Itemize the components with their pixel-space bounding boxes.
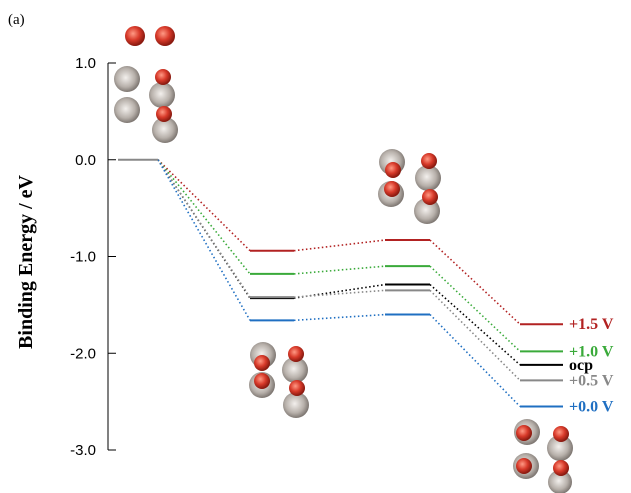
connector-line <box>157 159 251 298</box>
oxygen-atom <box>156 106 172 122</box>
atomic-structures <box>114 26 573 493</box>
series-label: +0.5 V <box>569 372 614 389</box>
series-label: ocp <box>569 357 593 374</box>
connector-line <box>157 159 251 321</box>
oxygen-atom <box>254 355 270 371</box>
metal-atom <box>415 165 441 191</box>
connector-line <box>293 239 386 252</box>
connector-lines <box>157 159 521 408</box>
metal-atom <box>282 357 308 383</box>
panel-label: (a) <box>8 12 25 28</box>
connector-line <box>429 283 521 366</box>
oxygen-atom <box>553 460 569 476</box>
connector-line <box>293 283 386 299</box>
energy-levels <box>118 158 563 408</box>
series-label: +1.0 V <box>569 343 614 360</box>
series-label: +0.0 V <box>569 398 614 415</box>
connector-line <box>429 313 521 408</box>
y-tick-label: 0.0 <box>75 152 96 169</box>
oxygen-atom <box>553 426 569 442</box>
metal-atom <box>114 97 140 123</box>
metal-atom <box>548 470 572 493</box>
metal-atom <box>414 198 440 224</box>
oxygen-atom <box>125 26 145 46</box>
connector-line <box>429 289 521 381</box>
metal-atom <box>152 117 178 143</box>
connector-line <box>157 159 251 252</box>
connector-line <box>429 265 521 352</box>
oxygen-atom <box>254 373 270 389</box>
connector-line <box>157 159 251 275</box>
oxygen-atom <box>516 425 532 441</box>
oxygen-atom <box>516 458 532 474</box>
metal-atom <box>547 435 573 461</box>
metal-atom <box>283 392 309 418</box>
connector-line <box>293 313 386 322</box>
y-axis-label: Binding Energy / eV <box>15 174 37 348</box>
oxygen-atom <box>289 380 305 396</box>
connector-line <box>293 289 386 298</box>
metal-atom <box>114 66 140 92</box>
oxygen-atom <box>155 26 175 46</box>
y-tick-label: -2.0 <box>70 345 96 362</box>
oxygen-atom <box>385 162 401 178</box>
connector-line <box>429 239 521 325</box>
y-axis: 1.0 0.0 -1.0 -2.0 -3.0 <box>70 55 116 459</box>
oxygen-atom <box>422 189 438 205</box>
series-label: +1.5 V <box>569 316 614 333</box>
y-tick-label: -3.0 <box>70 442 96 459</box>
connector-line <box>293 265 386 275</box>
y-tick-label: -1.0 <box>70 249 96 266</box>
y-tick-label: 1.0 <box>75 55 96 72</box>
oxygen-atom <box>155 69 171 85</box>
metal-atom <box>149 82 175 108</box>
oxygen-atom <box>421 153 437 169</box>
oxygen-atom <box>384 181 400 197</box>
oxygen-atom <box>288 346 304 362</box>
